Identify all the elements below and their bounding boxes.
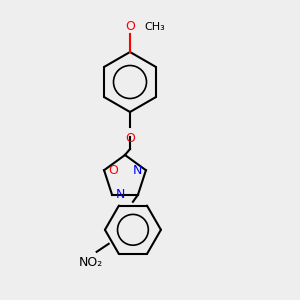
Text: O: O [108,164,118,177]
Text: O: O [125,20,135,34]
Text: CH₃: CH₃ [144,22,165,32]
Text: N: N [133,164,142,177]
Text: N: N [116,188,125,201]
Text: O: O [125,132,135,145]
Text: NO₂: NO₂ [79,256,103,269]
